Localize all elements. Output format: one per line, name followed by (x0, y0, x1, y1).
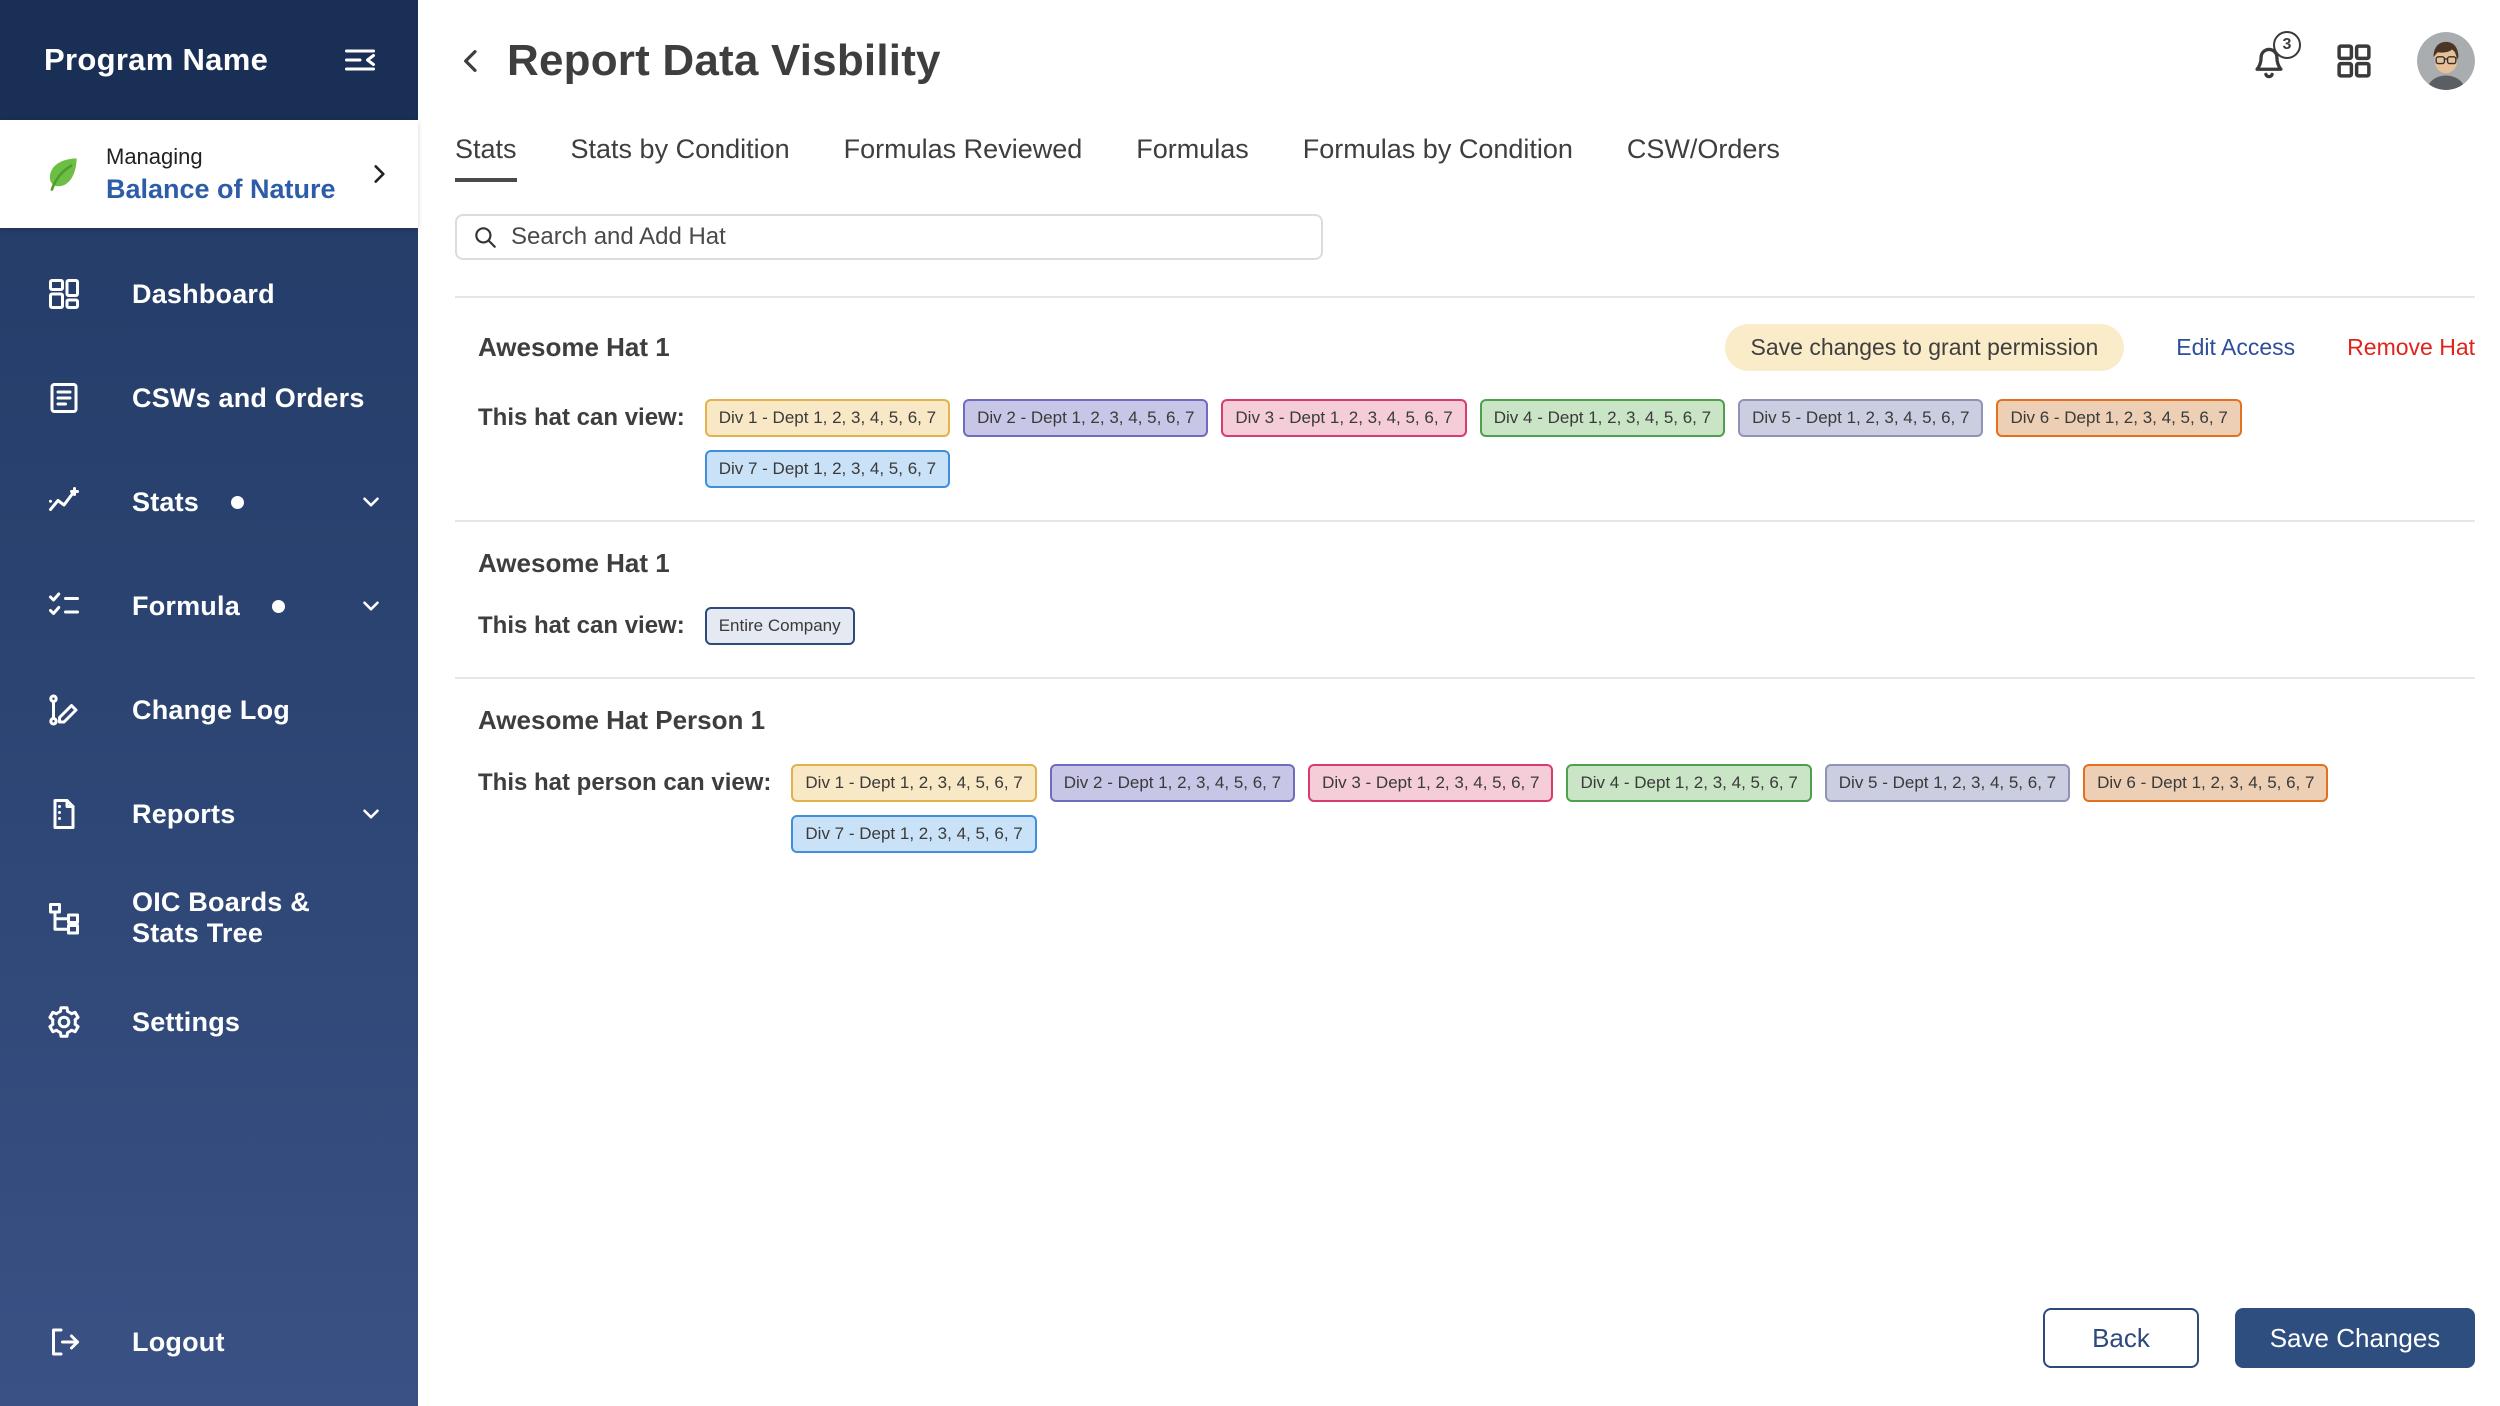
managing-program-name: Balance of Nature (106, 173, 336, 204)
managing-program-card[interactable]: Managing Balance of Nature (0, 120, 418, 228)
division-chips: Div 1 - Dept 1, 2, 3, 4, 5, 6, 7 Div 2 -… (791, 764, 2475, 853)
hat-title: Awesome Hat Person 1 (478, 705, 766, 735)
sidebar: Program Name Managing Balance of Nature (0, 0, 418, 1406)
hat-section: Awesome Hat 1 Save changes to grant perm… (455, 296, 2475, 520)
division-chip[interactable]: Div 6 - Dept 1, 2, 3, 4, 5, 6, 7 (1996, 399, 2242, 437)
notification-dot (231, 495, 245, 509)
view-label: This hat can view: (478, 612, 685, 639)
tab-formulas-reviewed[interactable]: Formulas Reviewed (843, 134, 1083, 164)
sidebar-item-label: Stats (132, 486, 200, 517)
search-icon (475, 227, 496, 248)
division-chip[interactable]: Div 1 - Dept 1, 2, 3, 4, 5, 6, 7 (791, 764, 1037, 802)
leaf-icon (40, 152, 84, 196)
stats-tree-icon (46, 900, 82, 936)
hat-section: Awesome Hat 1 This hat can view: Entire … (455, 520, 2475, 677)
sidebar-item-settings[interactable]: Settings (0, 970, 418, 1074)
search-bar (455, 214, 1323, 260)
division-chips: Div 1 - Dept 1, 2, 3, 4, 5, 6, 7 Div 2 -… (704, 399, 2475, 488)
division-chip[interactable]: Div 5 - Dept 1, 2, 3, 4, 5, 6, 7 (1738, 399, 1984, 437)
division-chip[interactable]: Div 3 - Dept 1, 2, 3, 4, 5, 6, 7 (1221, 399, 1467, 437)
hat-section: Awesome Hat Person 1 This hat person can… (455, 677, 2475, 885)
page-title: Report Data Visbility (507, 36, 941, 85)
division-chip[interactable]: Div 2 - Dept 1, 2, 3, 4, 5, 6, 7 (963, 399, 1209, 437)
avatar[interactable] (2417, 32, 2475, 90)
sidebar-item-label: Formula (132, 590, 240, 621)
tab-csw-orders[interactable]: CSW/Orders (1626, 134, 1780, 164)
view-label: This hat person can view: (478, 769, 772, 796)
hat-title: Awesome Hat 1 (478, 548, 670, 578)
dashboard-icon (46, 276, 82, 312)
view-label: This hat can view: (478, 404, 685, 431)
hat-sections: Awesome Hat 1 Save changes to grant perm… (455, 296, 2475, 885)
tab-stats-by-condition[interactable]: Stats by Condition (570, 134, 790, 164)
sidebar-item-label: CSWs and Orders (132, 382, 365, 413)
managing-label: Managing (106, 143, 203, 169)
sidebar-item-dashboard[interactable]: Dashboard (0, 242, 418, 346)
hat-title: Awesome Hat 1 (478, 332, 670, 362)
save-changes-button[interactable]: Save Changes (2235, 1308, 2475, 1368)
chevron-right-icon (366, 161, 392, 187)
chevron-down-icon (358, 593, 384, 619)
sidebar-item-change-log[interactable]: Change Log (0, 658, 418, 762)
sidebar-item-label: OIC Boards & Stats Tree (132, 887, 310, 948)
division-chip[interactable]: Div 5 - Dept 1, 2, 3, 4, 5, 6, 7 (1824, 764, 2071, 802)
tab-formulas[interactable]: Formulas (1136, 134, 1249, 164)
sidebar-item-oic-boards-stats-tree[interactable]: OIC Boards & Stats Tree (0, 866, 418, 970)
sidebar-header: Program Name (0, 0, 418, 120)
reports-icon (46, 796, 82, 832)
sidebar-item-label: Change Log (132, 694, 290, 725)
remove-hat-link[interactable]: Remove Hat (2347, 334, 2475, 360)
division-chip[interactable]: Div 7 - Dept 1, 2, 3, 4, 5, 6, 7 (791, 815, 1037, 853)
back-button[interactable]: Back (2043, 1308, 2199, 1368)
notification-count-badge: 3 (2273, 31, 2301, 59)
edit-access-link[interactable]: Edit Access (2176, 334, 2296, 360)
chevron-down-icon (358, 801, 384, 827)
division-chip[interactable]: Div 1 - Dept 1, 2, 3, 4, 5, 6, 7 (704, 399, 951, 437)
back-icon[interactable] (455, 45, 487, 77)
sidebar-item-csws-and-orders[interactable]: CSWs and Orders (0, 346, 418, 450)
footer-actions: Back Save Changes (2043, 1308, 2475, 1368)
chevron-down-icon (358, 489, 384, 515)
header-icons: 3 (2247, 31, 2475, 90)
settings-icon (46, 1004, 82, 1040)
entire-company-chip[interactable]: Entire Company (704, 607, 855, 645)
sidebar-item-label: Settings (132, 1006, 241, 1037)
division-chips: Entire Company (704, 607, 2475, 645)
tab-bar: Stats Stats by Condition Formulas Review… (455, 134, 2475, 182)
managing-text: Managing Balance of Nature (106, 144, 366, 205)
sidebar-item-stats[interactable]: Stats (0, 450, 418, 554)
tab-formulas-by-condition[interactable]: Formulas by Condition (1302, 134, 1573, 164)
search-input[interactable] (511, 223, 1306, 251)
hat-actions: Save changes to grant permission Edit Ac… (1724, 324, 2475, 371)
division-chip[interactable]: Div 4 - Dept 1, 2, 3, 4, 5, 6, 7 (1566, 764, 1812, 802)
sidebar-item-label: Reports (132, 798, 236, 829)
sidebar-menu: Dashboard CSWs and Orders Stats (0, 228, 418, 1406)
stats-icon (46, 484, 82, 520)
sidebar-item-logout[interactable]: Logout (0, 1290, 418, 1394)
collapse-sidebar-icon[interactable] (342, 42, 378, 78)
notification-dot (271, 599, 285, 613)
page-header: Report Data Visbility 3 (455, 28, 2475, 94)
sidebar-item-reports[interactable]: Reports (0, 762, 418, 866)
app-title: Program Name (44, 42, 269, 77)
division-chip[interactable]: Div 7 - Dept 1, 2, 3, 4, 5, 6, 7 (704, 450, 951, 488)
division-chip[interactable]: Div 6 - Dept 1, 2, 3, 4, 5, 6, 7 (2083, 764, 2329, 802)
division-chip[interactable]: Div 4 - Dept 1, 2, 3, 4, 5, 6, 7 (1479, 399, 1726, 437)
division-chip[interactable]: Div 2 - Dept 1, 2, 3, 4, 5, 6, 7 (1049, 764, 1296, 802)
main-content: Report Data Visbility 3 (418, 0, 2500, 1406)
change-log-icon (46, 692, 82, 728)
logout-icon (46, 1324, 82, 1360)
notifications-bell-icon[interactable]: 3 (2247, 31, 2301, 83)
sidebar-item-label: Dashboard (132, 278, 275, 309)
document-icon (46, 380, 82, 416)
sidebar-item-formula[interactable]: Formula (0, 554, 418, 658)
apps-grid-icon[interactable] (2333, 40, 2375, 82)
save-changes-pill: Save changes to grant permission (1724, 324, 2125, 371)
tab-stats[interactable]: Stats (455, 134, 517, 182)
division-chip[interactable]: Div 3 - Dept 1, 2, 3, 4, 5, 6, 7 (1308, 764, 1554, 802)
sidebar-item-label: Logout (132, 1326, 225, 1357)
formula-icon (46, 588, 82, 624)
